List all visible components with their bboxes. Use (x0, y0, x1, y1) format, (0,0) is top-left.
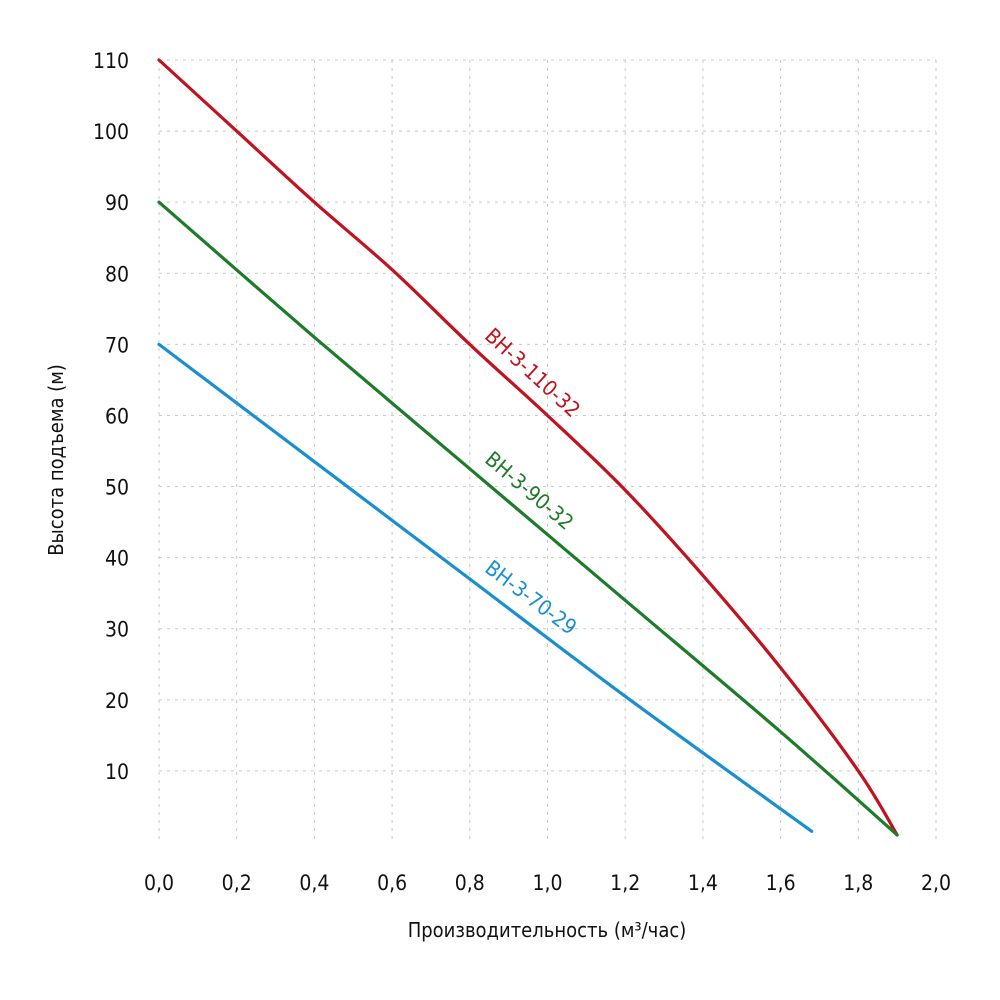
y-tick-label: 110 (93, 49, 129, 73)
x-tick-label: 2,0 (921, 871, 951, 895)
y-tick-label: 30 (105, 618, 129, 642)
x-tick-label: 0,4 (299, 871, 329, 895)
y-tick-label: 10 (105, 760, 129, 784)
x-tick-label: 1,2 (610, 871, 640, 895)
x-tick-label: 0,2 (222, 871, 252, 895)
y-tick-label: 50 (105, 476, 129, 500)
series-labels: ВН-3-110-32 ВН-3-90-32 ВН-3-70-29 (480, 323, 585, 639)
y-tick-labels: 10 20 30 40 50 60 70 80 90 100 110 (93, 49, 129, 784)
x-tick-labels: 0,0 0,2 0,4 0,6 0,8 1,0 1,2 1,4 1,6 1,8 … (144, 871, 951, 895)
y-tick-label: 40 (105, 547, 129, 571)
x-tick-label: 0,8 (455, 871, 485, 895)
series-line-bh-3-110-32 (157, 58, 899, 837)
x-tick-label: 0,0 (144, 871, 174, 895)
x-tick-label: 1,4 (688, 871, 718, 895)
x-tick-label: 1,0 (532, 871, 562, 895)
y-tick-label: 20 (105, 689, 129, 713)
y-tick-label: 80 (105, 262, 129, 286)
y-tick-label: 60 (105, 404, 129, 428)
series (157, 58, 899, 837)
grid (158, 59, 937, 842)
x-tick-label: 1,8 (843, 871, 873, 895)
y-tick-label: 100 (93, 120, 129, 144)
y-axis-title: Высота подъема (м) (44, 364, 68, 556)
y-tick-label: 70 (105, 333, 129, 357)
x-axis-title: Производительность (м³/час) (408, 918, 687, 942)
series-line-bh-3-90-32 (157, 200, 899, 837)
series-line-bh-3-70-29 (157, 342, 814, 833)
x-tick-label: 0,6 (377, 871, 407, 895)
series-label-bh-3-110-32: ВН-3-110-32 (480, 323, 585, 422)
x-tick-label: 1,6 (766, 871, 796, 895)
y-tick-label: 90 (105, 191, 129, 215)
